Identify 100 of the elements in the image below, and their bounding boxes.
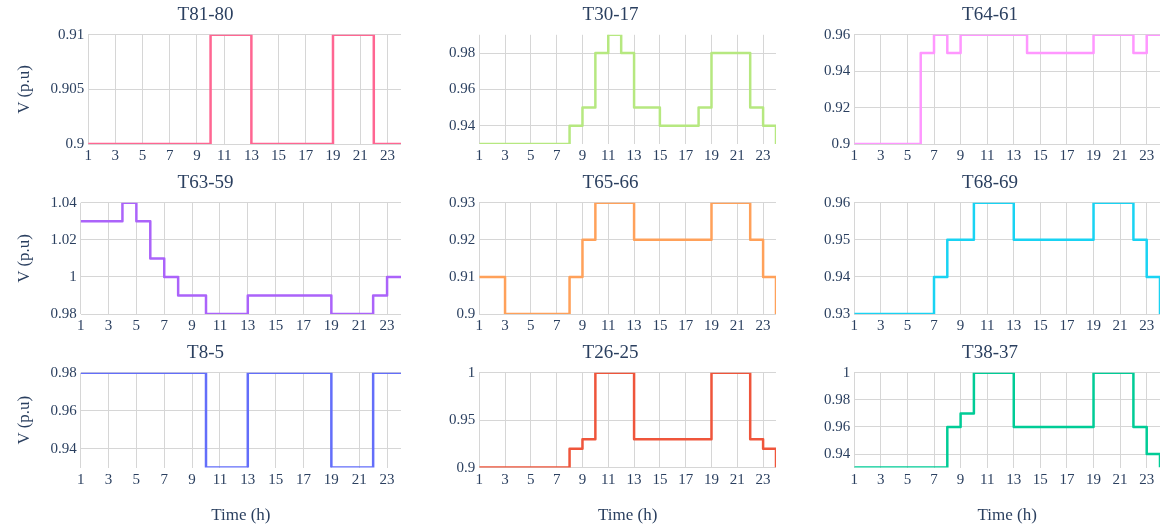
y-tick-label: 0.96 bbox=[824, 417, 851, 434]
y-tick-label: 1 bbox=[69, 267, 77, 284]
x-tick-label: 19 bbox=[325, 146, 341, 163]
y-tick-label: 0.96 bbox=[50, 401, 78, 418]
chart-title: T8-5 bbox=[187, 341, 224, 363]
x-tick-label: 15 bbox=[1032, 316, 1048, 333]
x-tick-label: 15 bbox=[652, 146, 668, 163]
y-tick-label: 1.02 bbox=[50, 230, 77, 247]
y-tick-label: 0.93 bbox=[449, 193, 476, 210]
x-tick-label: 15 bbox=[1032, 146, 1048, 163]
x-tick-label: 19 bbox=[323, 316, 339, 333]
x-tick-label: 9 bbox=[193, 146, 201, 163]
chart-title: T64-61 bbox=[962, 3, 1018, 25]
x-tick-label: 13 bbox=[1006, 146, 1022, 163]
x-tick-label: 23 bbox=[755, 146, 771, 163]
y-tick-label: 1.04 bbox=[50, 193, 78, 210]
x-tick-label: 3 bbox=[877, 146, 885, 163]
y-tick-label: 0.98 bbox=[824, 390, 851, 407]
y-tick-label: 0.9 bbox=[831, 134, 851, 151]
x-tick-label: 13 bbox=[626, 316, 642, 333]
x-tick-label: 11 bbox=[979, 146, 995, 163]
x-tick-label: 13 bbox=[240, 470, 256, 487]
x-tick-label: 17 bbox=[678, 146, 694, 163]
y-tick-label: 0.95 bbox=[824, 230, 851, 247]
y-tick-label: 0.9 bbox=[65, 134, 85, 151]
y-tick-label: 0.96 bbox=[824, 25, 851, 42]
x-tick-label: 23 bbox=[755, 470, 771, 487]
y-axis-title: V (p.u) bbox=[13, 234, 33, 283]
x-tick-label: 13 bbox=[626, 146, 642, 163]
y-axis-title: V (p.u) bbox=[13, 395, 33, 445]
x-tick-label: 9 bbox=[956, 146, 965, 163]
x-tick-label: 13 bbox=[1006, 470, 1022, 487]
chart-title: T65-66 bbox=[582, 171, 639, 193]
x-tick-label: 13 bbox=[243, 146, 259, 163]
y-tick-label: 0.94 bbox=[824, 267, 851, 284]
x-tick-label: 3 bbox=[501, 146, 509, 163]
x-tick-label: 9 bbox=[578, 470, 587, 487]
chart-title: T81-80 bbox=[177, 3, 234, 25]
x-tick-label: 5 bbox=[903, 316, 912, 333]
x-tick-label: 21 bbox=[351, 470, 367, 487]
x-tick-label: 9 bbox=[578, 146, 587, 163]
x-tick-label: 3 bbox=[501, 470, 509, 487]
x-tick-label: 17 bbox=[298, 146, 314, 163]
x-tick-label: 21 bbox=[729, 470, 745, 487]
x-tick-label: 7 bbox=[930, 470, 939, 487]
x-tick-label: 11 bbox=[979, 316, 995, 333]
x-tick-label: 9 bbox=[956, 470, 965, 487]
x-tick-label: 15 bbox=[1032, 470, 1048, 487]
y-tick-label: 0.94 bbox=[50, 439, 78, 456]
x-tick-label: 5 bbox=[132, 470, 141, 487]
x-tick-label: 5 bbox=[903, 470, 912, 487]
x-tick-label: 17 bbox=[1059, 470, 1075, 487]
x-tick-label: 11 bbox=[212, 470, 228, 487]
chart-title: T63-59 bbox=[177, 171, 234, 193]
x-tick-label: 15 bbox=[271, 146, 287, 163]
x-tick-label: 9 bbox=[578, 316, 587, 333]
x-tick-label: 19 bbox=[323, 470, 339, 487]
x-tick-label: 19 bbox=[1086, 316, 1102, 333]
y-tick-label: 0.91 bbox=[449, 267, 476, 284]
chart-title: T68-69 bbox=[962, 171, 1018, 193]
x-tick-label: 7 bbox=[160, 316, 169, 333]
x-tick-label: 17 bbox=[678, 470, 694, 487]
y-tick-label: 0.94 bbox=[449, 116, 476, 133]
x-tick-label: 23 bbox=[1139, 146, 1155, 163]
chart-title: T26-25 bbox=[582, 341, 639, 363]
x-tick-label: 23 bbox=[379, 146, 395, 163]
x-tick-label: 15 bbox=[268, 470, 284, 487]
x-tick-label: 21 bbox=[729, 146, 745, 163]
x-tick-label: 21 bbox=[729, 316, 745, 333]
x-tick-label: 7 bbox=[552, 146, 561, 163]
x-tick-label: 23 bbox=[1139, 316, 1155, 333]
x-tick-label: 11 bbox=[212, 316, 228, 333]
x-tick-label: 19 bbox=[1086, 470, 1102, 487]
x-tick-label: 21 bbox=[1112, 146, 1128, 163]
x-tick-label: 23 bbox=[379, 316, 395, 333]
x-tick-label: 17 bbox=[1059, 146, 1075, 163]
y-tick-label: 0.98 bbox=[449, 43, 476, 60]
x-tick-label: 19 bbox=[703, 316, 719, 333]
x-tick-label: 11 bbox=[979, 470, 995, 487]
chart-title: T38-37 bbox=[962, 341, 1018, 363]
x-tick-label: 7 bbox=[160, 470, 169, 487]
x-tick-label: 15 bbox=[652, 316, 668, 333]
x-tick-label: 7 bbox=[166, 146, 175, 163]
x-tick-label: 23 bbox=[379, 470, 395, 487]
x-tick-label: 3 bbox=[877, 316, 885, 333]
x-tick-label: 11 bbox=[601, 470, 616, 487]
x-tick-label: 19 bbox=[703, 470, 719, 487]
x-tick-label: 9 bbox=[956, 316, 965, 333]
x-tick-label: 11 bbox=[601, 146, 616, 163]
y-tick-label: 0.905 bbox=[50, 80, 85, 97]
x-tick-label: 21 bbox=[352, 146, 368, 163]
x-tick-label: 13 bbox=[1006, 316, 1022, 333]
y-tick-label: 0.94 bbox=[824, 62, 851, 79]
x-tick-label: 23 bbox=[755, 316, 771, 333]
x-tick-label: 19 bbox=[1086, 146, 1102, 163]
x-tick-label: 3 bbox=[877, 470, 885, 487]
x-tick-label: 7 bbox=[930, 316, 939, 333]
x-tick-label: 7 bbox=[552, 470, 561, 487]
x-tick-label: 7 bbox=[552, 316, 561, 333]
y-tick-label: 0.94 bbox=[824, 444, 851, 461]
